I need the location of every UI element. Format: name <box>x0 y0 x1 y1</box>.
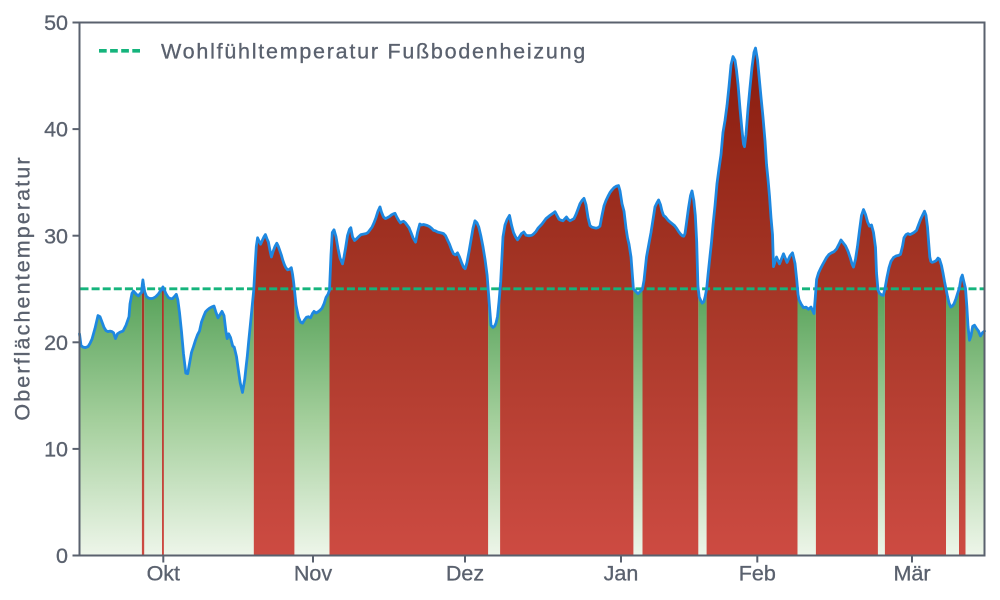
svg-text:Okt: Okt <box>147 562 180 586</box>
svg-text:30: 30 <box>44 224 68 248</box>
svg-text:Mär: Mär <box>893 562 930 586</box>
svg-text:Oberflächentemperatur: Oberflächentemperatur <box>11 155 35 420</box>
svg-text:Wohlfühltemperatur Fußbodenhei: Wohlfühltemperatur Fußbodenheizung <box>161 40 587 64</box>
svg-text:Nov: Nov <box>294 562 332 586</box>
svg-text:Dez: Dez <box>446 562 484 586</box>
svg-text:0: 0 <box>56 544 68 568</box>
svg-text:50: 50 <box>44 11 68 35</box>
svg-text:Feb: Feb <box>739 562 776 586</box>
svg-text:10: 10 <box>44 438 68 462</box>
svg-text:40: 40 <box>44 118 68 142</box>
svg-text:20: 20 <box>44 331 68 355</box>
svg-text:Jan: Jan <box>604 562 639 586</box>
